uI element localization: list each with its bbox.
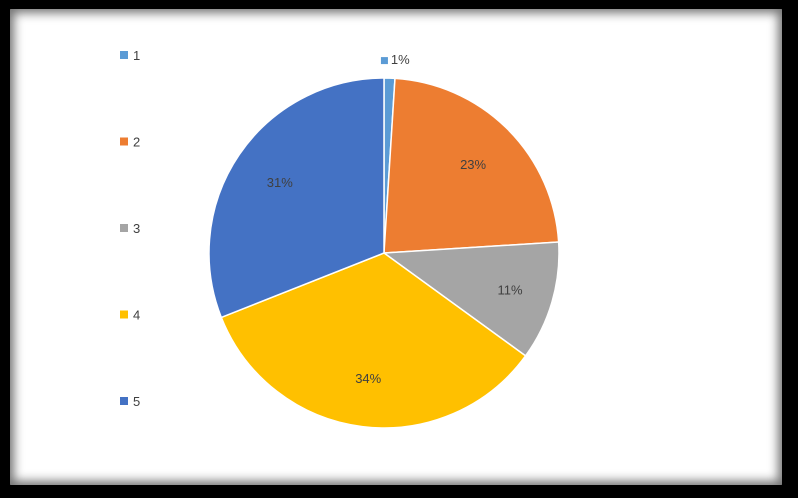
data-label-2: 23% [460, 157, 486, 172]
legend-label-2: 2 [133, 135, 140, 150]
pie-slice-5 [208, 77, 385, 319]
legend-swatch-2 [120, 137, 128, 146]
legend-label-3: 3 [133, 221, 140, 236]
legend-swatch-3 [120, 224, 128, 232]
legend: 1 2 3 4 5 [120, 48, 140, 409]
pie-data-labels: 1% 23% 11% 34% 31% [267, 52, 523, 386]
legend-swatch-1 [120, 51, 128, 59]
pie-slice-4 [220, 252, 527, 429]
data-label-5: 31% [267, 175, 293, 190]
pie-slice-2 [383, 77, 560, 254]
pie-slices [208, 77, 560, 429]
data-label-marker-1 [380, 57, 388, 65]
data-label-4: 34% [355, 371, 381, 386]
legend-label-5: 5 [133, 394, 140, 409]
legend-swatch-4 [120, 310, 128, 319]
legend-swatch-5 [120, 397, 128, 405]
pie-slice-3 [381, 241, 560, 357]
data-label-1: 1% [391, 52, 410, 67]
data-label-3: 11% [498, 283, 523, 298]
legend-label-1: 1 [133, 48, 140, 63]
legend-label-4: 4 [133, 308, 140, 323]
